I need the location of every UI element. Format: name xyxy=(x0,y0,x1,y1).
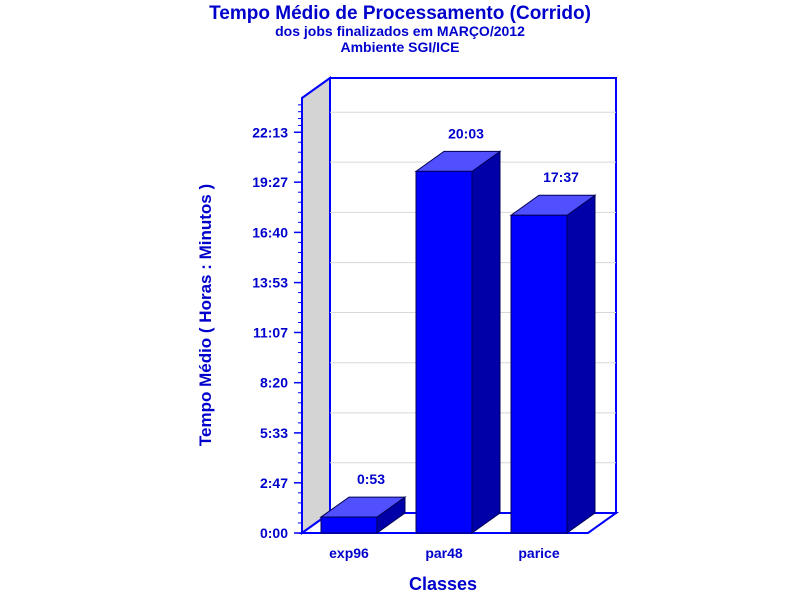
y-tick-label: 13:53 xyxy=(252,275,288,291)
bar-side xyxy=(471,150,501,534)
y-tick-label: 16:40 xyxy=(252,224,288,240)
y-tick-label: 2:47 xyxy=(260,475,288,491)
x-tick-label: exp96 xyxy=(329,545,369,561)
chart-title: Tempo Médio de Processamento (Corrido) xyxy=(209,3,591,24)
bar-exp96 xyxy=(319,496,407,534)
data-label: 20:03 xyxy=(448,125,484,141)
chart-subtitle-2: Ambiente SGI/ICE xyxy=(340,39,460,55)
bar-par48 xyxy=(414,150,502,534)
chart-subtitle: dos jobs finalizados em MARÇO/2012 xyxy=(275,23,525,39)
x-axis-label: Classes xyxy=(409,574,477,594)
y-axis-label: Tempo Médio ( Horas : Minutos ) xyxy=(196,184,215,446)
bar-front xyxy=(510,214,568,534)
x-tick-label: par48 xyxy=(425,545,463,561)
bar-side xyxy=(566,194,596,534)
bar-front xyxy=(320,516,378,534)
bar-front xyxy=(415,170,473,534)
data-label: 0:53 xyxy=(357,471,385,487)
y-tick-label: 22:13 xyxy=(252,124,288,140)
labels: 0:53 exp96 20:03 par48 17:37 parice xyxy=(329,125,579,561)
x-tick-label: parice xyxy=(518,545,559,561)
bars xyxy=(319,150,597,534)
left-wall xyxy=(301,76,331,535)
bar-parice xyxy=(509,194,597,534)
y-tick-label: 11:07 xyxy=(253,324,288,340)
y-tick-label: 19:27 xyxy=(252,174,288,190)
y-tick-label: 8:20 xyxy=(260,375,288,391)
y-tick-label: 5:33 xyxy=(260,425,288,441)
y-axis-ticks: 0:00 2:47 5:33 8:20 11:07 13:53 16:40 19:27 22:1… xyxy=(252,104,302,541)
data-label: 17:37 xyxy=(543,169,579,185)
y-tick-label: 0:00 xyxy=(260,525,288,541)
